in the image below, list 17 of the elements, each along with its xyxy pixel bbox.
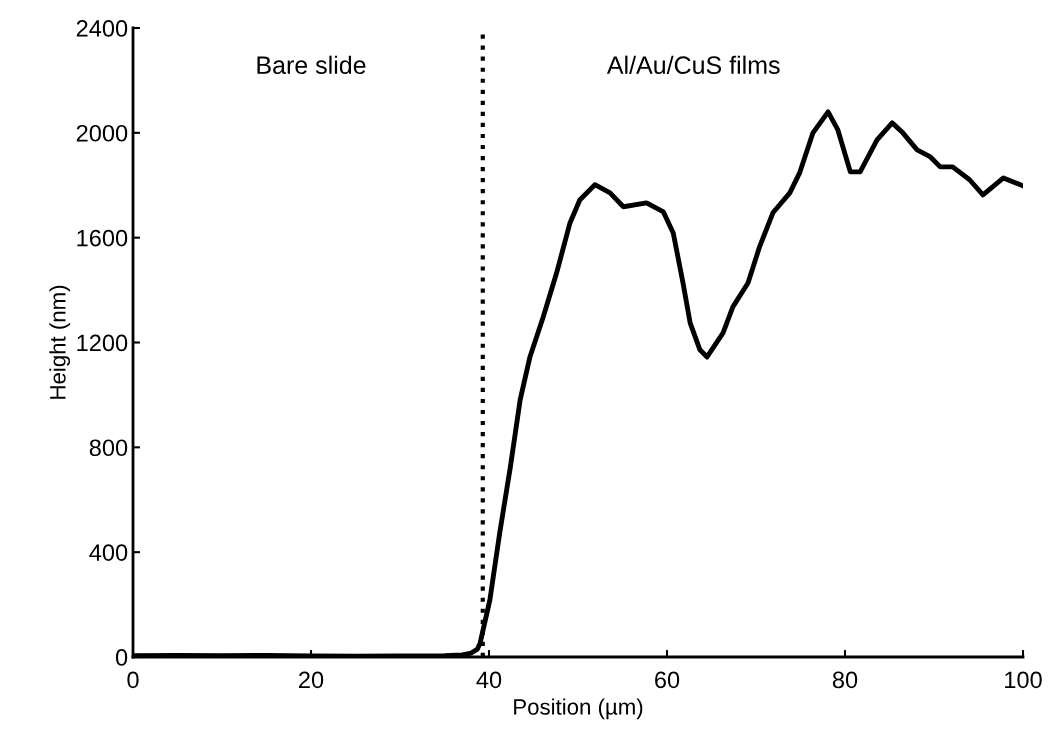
- x-tick-label: 80: [832, 671, 858, 689]
- annotation: Al/Au/CuS films: [606, 55, 780, 75]
- x-tick-label: 20: [299, 671, 324, 689]
- x-axis-title: Position (µm): [514, 698, 643, 720]
- y-tick-label: 800: [89, 439, 128, 457]
- x-tick-label: 60: [655, 671, 680, 689]
- y-tick-label: 1600: [77, 229, 128, 247]
- y-tick-label: 400: [89, 544, 128, 561]
- y-tick-label: 1200: [77, 334, 128, 352]
- y-tick-label: 2400: [76, 20, 128, 37]
- y-tick-label: 0: [115, 649, 128, 666]
- x-tick-label: 100: [1005, 671, 1042, 689]
- x-tick-label: 40: [476, 671, 502, 689]
- annotation: Bare slide: [257, 55, 366, 75]
- y-tick-label: 2000: [76, 124, 128, 142]
- x-tick-label: 0: [127, 671, 139, 689]
- y-axis-title: Height (nm): [49, 285, 71, 399]
